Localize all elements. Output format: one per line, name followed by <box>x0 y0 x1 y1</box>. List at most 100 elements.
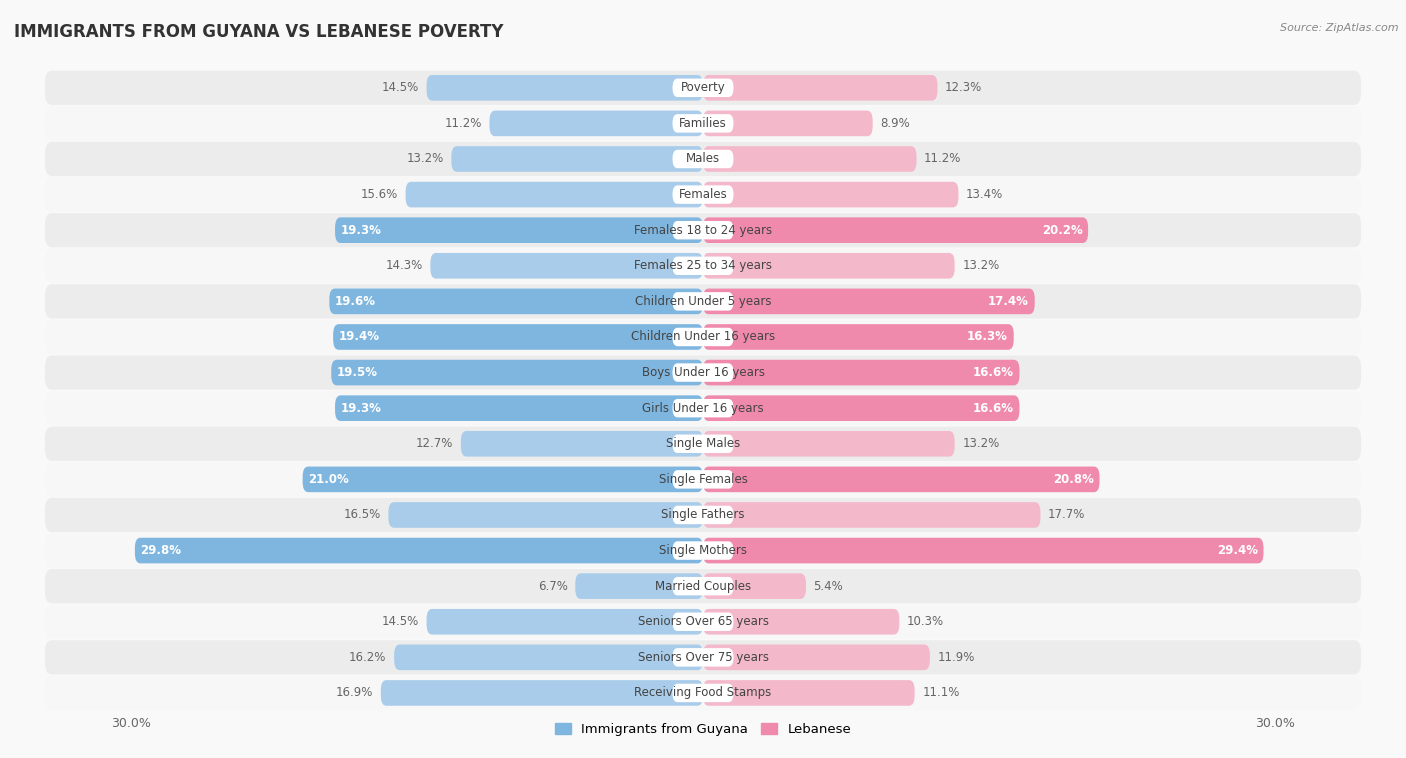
FancyBboxPatch shape <box>672 684 734 702</box>
Text: 29.8%: 29.8% <box>141 544 181 557</box>
FancyBboxPatch shape <box>703 75 938 101</box>
FancyBboxPatch shape <box>45 569 1361 603</box>
Text: Children Under 5 years: Children Under 5 years <box>634 295 772 308</box>
Text: 14.5%: 14.5% <box>381 615 419 628</box>
FancyBboxPatch shape <box>302 466 703 492</box>
Text: Females 25 to 34 years: Females 25 to 34 years <box>634 259 772 272</box>
Text: 17.7%: 17.7% <box>1047 509 1085 522</box>
FancyBboxPatch shape <box>703 680 915 706</box>
FancyBboxPatch shape <box>703 218 1088 243</box>
FancyBboxPatch shape <box>332 360 703 385</box>
FancyBboxPatch shape <box>703 253 955 279</box>
FancyBboxPatch shape <box>575 573 703 599</box>
Text: Single Females: Single Females <box>658 473 748 486</box>
FancyBboxPatch shape <box>703 573 806 599</box>
Text: Source: ZipAtlas.com: Source: ZipAtlas.com <box>1281 23 1399 33</box>
FancyBboxPatch shape <box>703 182 959 208</box>
Text: 19.4%: 19.4% <box>339 330 380 343</box>
Text: 17.4%: 17.4% <box>988 295 1029 308</box>
Text: IMMIGRANTS FROM GUYANA VS LEBANESE POVERTY: IMMIGRANTS FROM GUYANA VS LEBANESE POVER… <box>14 23 503 41</box>
FancyBboxPatch shape <box>45 177 1361 211</box>
Text: 16.3%: 16.3% <box>967 330 1008 343</box>
FancyBboxPatch shape <box>672 648 734 666</box>
FancyBboxPatch shape <box>703 502 1040 528</box>
FancyBboxPatch shape <box>45 320 1361 354</box>
Text: Females: Females <box>679 188 727 201</box>
FancyBboxPatch shape <box>703 537 1264 563</box>
FancyBboxPatch shape <box>45 391 1361 425</box>
FancyBboxPatch shape <box>329 289 703 315</box>
FancyBboxPatch shape <box>703 609 900 634</box>
FancyBboxPatch shape <box>45 534 1361 568</box>
Text: 13.2%: 13.2% <box>962 437 1000 450</box>
FancyBboxPatch shape <box>703 466 1099 492</box>
Text: 16.6%: 16.6% <box>973 402 1014 415</box>
Text: 16.9%: 16.9% <box>336 687 373 700</box>
Text: Single Fathers: Single Fathers <box>661 509 745 522</box>
FancyBboxPatch shape <box>703 146 917 172</box>
FancyBboxPatch shape <box>45 249 1361 283</box>
FancyBboxPatch shape <box>703 431 955 456</box>
FancyBboxPatch shape <box>461 431 703 456</box>
Text: 16.6%: 16.6% <box>973 366 1014 379</box>
FancyBboxPatch shape <box>45 462 1361 496</box>
FancyBboxPatch shape <box>703 111 873 136</box>
FancyBboxPatch shape <box>45 605 1361 639</box>
Text: 14.5%: 14.5% <box>381 81 419 94</box>
Text: 16.2%: 16.2% <box>349 651 387 664</box>
FancyBboxPatch shape <box>672 256 734 275</box>
FancyBboxPatch shape <box>672 506 734 525</box>
Text: 21.0%: 21.0% <box>308 473 349 486</box>
Text: 13.2%: 13.2% <box>962 259 1000 272</box>
FancyBboxPatch shape <box>45 284 1361 318</box>
FancyBboxPatch shape <box>388 502 703 528</box>
Text: Girls Under 16 years: Girls Under 16 years <box>643 402 763 415</box>
Text: Children Under 16 years: Children Under 16 years <box>631 330 775 343</box>
Text: 20.2%: 20.2% <box>1042 224 1083 236</box>
Text: Single Mothers: Single Mothers <box>659 544 747 557</box>
Text: Seniors Over 65 years: Seniors Over 65 years <box>637 615 769 628</box>
FancyBboxPatch shape <box>703 396 1019 421</box>
FancyBboxPatch shape <box>451 146 703 172</box>
Text: 11.9%: 11.9% <box>938 651 974 664</box>
Text: Married Couples: Married Couples <box>655 580 751 593</box>
FancyBboxPatch shape <box>672 363 734 382</box>
Text: 14.3%: 14.3% <box>385 259 423 272</box>
Text: Receiving Food Stamps: Receiving Food Stamps <box>634 687 772 700</box>
FancyBboxPatch shape <box>333 324 703 349</box>
FancyBboxPatch shape <box>426 75 703 101</box>
FancyBboxPatch shape <box>45 427 1361 461</box>
Text: 19.3%: 19.3% <box>340 224 381 236</box>
Text: 11.2%: 11.2% <box>924 152 962 165</box>
FancyBboxPatch shape <box>45 676 1361 710</box>
FancyBboxPatch shape <box>672 150 734 168</box>
FancyBboxPatch shape <box>45 356 1361 390</box>
Legend: Immigrants from Guyana, Lebanese: Immigrants from Guyana, Lebanese <box>550 718 856 741</box>
FancyBboxPatch shape <box>45 106 1361 140</box>
FancyBboxPatch shape <box>672 114 734 133</box>
FancyBboxPatch shape <box>672 577 734 595</box>
FancyBboxPatch shape <box>672 221 734 240</box>
Text: 19.5%: 19.5% <box>337 366 378 379</box>
FancyBboxPatch shape <box>703 644 929 670</box>
FancyBboxPatch shape <box>394 644 703 670</box>
Text: 29.4%: 29.4% <box>1216 544 1258 557</box>
FancyBboxPatch shape <box>703 360 1019 385</box>
Text: Poverty: Poverty <box>681 81 725 94</box>
FancyBboxPatch shape <box>430 253 703 279</box>
Text: 6.7%: 6.7% <box>537 580 568 593</box>
FancyBboxPatch shape <box>703 289 1035 315</box>
FancyBboxPatch shape <box>45 641 1361 675</box>
FancyBboxPatch shape <box>381 680 703 706</box>
FancyBboxPatch shape <box>672 292 734 311</box>
Text: 10.3%: 10.3% <box>907 615 943 628</box>
Text: 19.6%: 19.6% <box>335 295 375 308</box>
Text: Males: Males <box>686 152 720 165</box>
Text: 20.8%: 20.8% <box>1053 473 1094 486</box>
FancyBboxPatch shape <box>672 541 734 559</box>
FancyBboxPatch shape <box>672 186 734 204</box>
FancyBboxPatch shape <box>703 324 1014 349</box>
FancyBboxPatch shape <box>672 399 734 418</box>
FancyBboxPatch shape <box>335 396 703 421</box>
Text: Boys Under 16 years: Boys Under 16 years <box>641 366 765 379</box>
